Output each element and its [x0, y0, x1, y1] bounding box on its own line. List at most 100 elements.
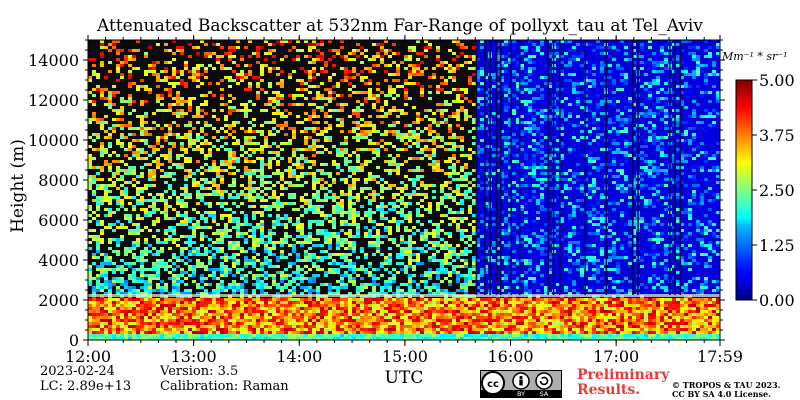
signal-cell	[324, 70, 328, 73]
signal-cell	[156, 271, 160, 274]
signal-cell	[316, 289, 320, 292]
signal-cell	[220, 88, 224, 91]
signal-cell	[344, 70, 348, 73]
signal-cell	[212, 313, 216, 316]
signal-cell	[456, 97, 460, 100]
signal-cell	[212, 181, 216, 184]
signal-cell	[348, 235, 352, 238]
signal-cell	[216, 319, 220, 322]
signal-cell	[412, 121, 416, 124]
signal-cell	[244, 277, 248, 280]
signal-cell	[140, 130, 144, 133]
signal-cell	[216, 190, 220, 193]
signal-cell	[312, 205, 316, 208]
signal-cell	[268, 166, 272, 169]
signal-cell	[248, 55, 252, 58]
signal-cell	[244, 223, 248, 226]
signal-cell	[416, 322, 420, 325]
signal-cell	[168, 166, 172, 169]
signal-cell	[428, 211, 432, 214]
signal-cell	[300, 280, 304, 283]
signal-cell	[240, 193, 244, 196]
signal-cell	[428, 85, 432, 88]
signal-cell	[300, 241, 304, 244]
signal-cell	[104, 187, 108, 190]
signal-cell	[280, 241, 284, 244]
signal-cell	[116, 301, 120, 304]
signal-cell	[296, 115, 300, 118]
signal-cell	[400, 85, 404, 88]
signal-cell	[368, 241, 372, 244]
signal-cell	[152, 175, 156, 178]
signal-cell	[384, 211, 388, 214]
signal-cell	[212, 322, 216, 325]
signal-cell	[460, 328, 464, 331]
signal-cell	[364, 232, 368, 235]
signal-cell	[200, 280, 204, 283]
signal-cell	[184, 61, 188, 64]
signal-cell	[336, 331, 340, 334]
signal-cell	[236, 40, 240, 43]
signal-cell	[268, 208, 272, 211]
signal-cell	[368, 313, 372, 316]
signal-cell	[232, 262, 236, 265]
signal-cell	[292, 289, 296, 292]
signal-cell	[188, 175, 192, 178]
signal-cell	[184, 304, 188, 307]
signal-cell	[356, 235, 360, 238]
signal-cell	[88, 163, 92, 166]
signal-cell	[440, 331, 444, 334]
signal-cell	[440, 109, 444, 112]
signal-cell	[356, 268, 360, 271]
signal-cell	[264, 109, 268, 112]
signal-cell	[192, 307, 196, 310]
signal-cell	[104, 277, 108, 280]
signal-cell	[140, 199, 144, 202]
signal-cell	[288, 280, 292, 283]
signal-cell	[192, 46, 196, 49]
signal-cell	[276, 271, 280, 274]
signal-cell	[204, 301, 208, 304]
signal-cell	[432, 304, 436, 307]
signal-cell	[200, 232, 204, 235]
signal-cell	[188, 310, 192, 313]
signal-cell	[216, 247, 220, 250]
signal-cell	[232, 307, 236, 310]
signal-cell	[276, 94, 280, 97]
signal-cell	[208, 283, 212, 286]
signal-cell	[180, 331, 184, 334]
signal-cell	[132, 337, 136, 340]
signal-cell	[128, 112, 132, 115]
signal-cell	[108, 337, 112, 340]
signal-cell	[368, 208, 372, 211]
signal-cell	[124, 187, 128, 190]
signal-cell	[372, 157, 376, 160]
signal-cell	[428, 292, 432, 295]
signal-cell	[368, 334, 372, 337]
signal-cell	[316, 220, 320, 223]
signal-cell	[108, 334, 112, 337]
signal-cell	[160, 301, 164, 304]
signal-cell	[176, 286, 180, 289]
signal-cell	[464, 322, 468, 325]
signal-cell	[436, 160, 440, 163]
signal-cell	[308, 310, 312, 313]
signal-cell	[396, 73, 400, 76]
signal-cell	[448, 157, 452, 160]
signal-cell	[464, 262, 468, 265]
signal-cell	[304, 259, 308, 262]
signal-cell	[140, 310, 144, 313]
signal-cell	[248, 142, 252, 145]
signal-cell	[324, 214, 328, 217]
signal-cell	[456, 325, 460, 328]
signal-cell	[100, 88, 104, 91]
signal-cell	[416, 82, 420, 85]
signal-cell	[356, 124, 360, 127]
signal-cell	[452, 259, 456, 262]
signal-cell	[436, 223, 440, 226]
signal-cell	[148, 292, 152, 295]
signal-cell	[372, 313, 376, 316]
signal-cell	[280, 124, 284, 127]
signal-cell	[388, 49, 392, 52]
signal-cell	[360, 130, 364, 133]
